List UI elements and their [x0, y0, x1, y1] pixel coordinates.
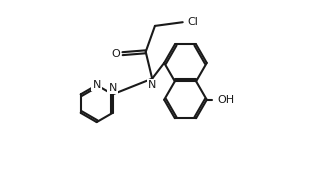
- Text: N: N: [108, 83, 117, 92]
- Text: Cl: Cl: [187, 17, 198, 27]
- Text: OH: OH: [217, 95, 234, 105]
- Text: N: N: [92, 80, 101, 90]
- Text: O: O: [111, 49, 120, 59]
- Text: N: N: [148, 80, 156, 90]
